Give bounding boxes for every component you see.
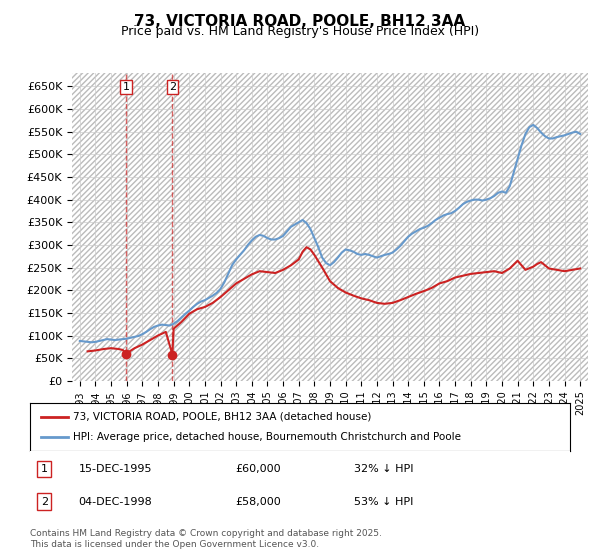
Text: £60,000: £60,000: [235, 464, 281, 474]
Text: 15-DEC-1995: 15-DEC-1995: [79, 464, 152, 474]
Text: 2: 2: [41, 497, 48, 507]
Text: Contains HM Land Registry data © Crown copyright and database right 2025.
This d: Contains HM Land Registry data © Crown c…: [30, 529, 382, 549]
Text: 04-DEC-1998: 04-DEC-1998: [79, 497, 152, 507]
Text: HPI: Average price, detached house, Bournemouth Christchurch and Poole: HPI: Average price, detached house, Bour…: [73, 432, 461, 442]
Text: 53% ↓ HPI: 53% ↓ HPI: [354, 497, 413, 507]
Text: 32% ↓ HPI: 32% ↓ HPI: [354, 464, 413, 474]
Text: 2: 2: [169, 82, 176, 92]
Text: 73, VICTORIA ROAD, POOLE, BH12 3AA: 73, VICTORIA ROAD, POOLE, BH12 3AA: [134, 14, 466, 29]
Text: Price paid vs. HM Land Registry's House Price Index (HPI): Price paid vs. HM Land Registry's House …: [121, 25, 479, 38]
Text: 73, VICTORIA ROAD, POOLE, BH12 3AA (detached house): 73, VICTORIA ROAD, POOLE, BH12 3AA (deta…: [73, 412, 371, 422]
Text: 1: 1: [41, 464, 48, 474]
Text: £58,000: £58,000: [235, 497, 281, 507]
Text: 1: 1: [122, 82, 130, 92]
